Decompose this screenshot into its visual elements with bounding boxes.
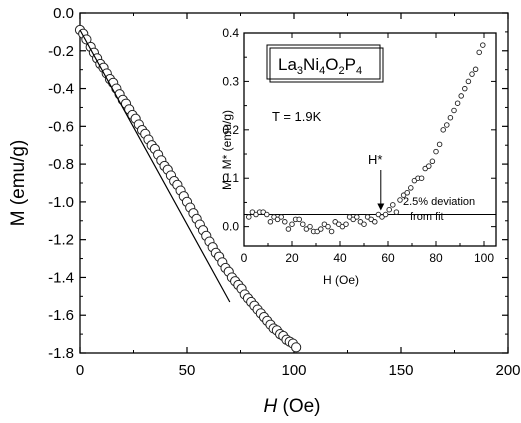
inset-data-point (278, 214, 284, 220)
inset-data-point (472, 66, 479, 73)
inset-plot-frame (243, 32, 497, 247)
main-data-points (74, 24, 302, 353)
inset-x-tick-label: 100 (474, 251, 494, 265)
main-x-tick-label: 0 (76, 362, 84, 379)
inset-x-tick-label: 60 (381, 251, 395, 265)
inset-data-point (444, 122, 450, 128)
inset-y-tick-label: 0.3 (222, 74, 239, 88)
inset-data-point (451, 107, 457, 114)
main-x-tick-label: 100 (281, 362, 306, 379)
inset-data-point (426, 163, 432, 169)
main-y-tick-label: -1.0 (48, 194, 74, 211)
inset-data-point (408, 185, 414, 191)
inset-data-point (393, 209, 400, 215)
inset-data-point (318, 226, 324, 232)
inset-data-point (354, 214, 360, 220)
inset-data-point (285, 226, 292, 232)
inset-y-axis-label: M - M* (emu/g) (220, 110, 234, 190)
main-data-point (291, 342, 302, 353)
inset-data-point (480, 42, 486, 48)
inset-data-point (469, 71, 475, 77)
inset-y-tick-label: 0.2 (222, 123, 239, 137)
inset-data-point (436, 141, 443, 148)
inset-data-point (282, 219, 288, 225)
inset-y-tick-label: 0.4 (222, 26, 239, 40)
inset-data-point (433, 148, 439, 155)
inset-y-tick-label: 0.1 (222, 171, 239, 185)
main-y-tick-label: -0.8 (48, 156, 74, 173)
inset-data-point (404, 189, 410, 196)
inset-data-point (246, 214, 252, 220)
main-y-tick-label: -0.4 (48, 81, 74, 98)
inset-data-point (307, 223, 313, 230)
inset-data-point (296, 216, 302, 223)
main-x-tick-label: 150 (388, 362, 413, 379)
inset-data-point (440, 127, 446, 133)
main-y-tick-label: -1.4 (48, 269, 74, 286)
main-y-tick-label: -0.2 (48, 43, 74, 60)
compound-label-shadow (269, 47, 384, 83)
inset-data-point (397, 197, 403, 203)
inset-data-point (418, 175, 425, 181)
compound-label-box (266, 44, 381, 80)
main-y-tick-label: -0.6 (48, 118, 74, 135)
inset-data-point (458, 93, 464, 99)
main-y-tick-label: -1.6 (48, 307, 74, 324)
inset-x-tick-label: 0 (241, 251, 248, 265)
main-x-tick-label: 200 (495, 362, 520, 379)
inset-data-point (465, 78, 472, 85)
inset-data-point (454, 100, 461, 106)
inset-ticks: 0 20 40 60 80 100 0.0 0.1 0.2 0.3 0.4 (222, 26, 496, 265)
hstar-label: H* (368, 152, 382, 167)
temperature-label: T = 1.9K (272, 109, 322, 124)
main-x-axis-label: H (Oe) (263, 396, 320, 417)
inset-data-point (267, 219, 274, 225)
main-x-tick-label: 50 (179, 362, 196, 379)
main-x-axis-label-var: H (263, 396, 277, 417)
main-fit-line-segment (79, 29, 231, 303)
inset-data-point (289, 221, 295, 227)
inset-data-point (264, 211, 270, 218)
hstar-arrow-head (377, 203, 385, 211)
inset-x-tick-label: 80 (429, 251, 443, 265)
inset-data-point (325, 223, 331, 230)
inset-data-point (328, 228, 335, 235)
inset-data-point (476, 49, 482, 56)
deviation-label-line1: 2.5% deviation (403, 196, 475, 208)
inset-data-point (390, 202, 396, 208)
main-ticks: 0 50 100 150 2000.0-0.2-0.4-0.6-0.8-1.0-1.2-… (48, 5, 520, 379)
main-y-tick-label: 0.0 (53, 5, 74, 22)
main-y-tick-label: -1.2 (48, 232, 74, 249)
inset-x-tick-label: 20 (285, 251, 299, 265)
inset-data-point (447, 114, 454, 121)
inset-data-point (386, 206, 392, 213)
inset-data-point (382, 211, 389, 218)
inset-x-tick-label: 40 (333, 251, 347, 265)
inset-data-point (300, 221, 306, 227)
main-fit-line (79, 29, 231, 303)
main-y-axis-label: M (emu/g) (8, 140, 29, 227)
inset-y-tick-label: 0.0 (222, 220, 239, 234)
hstar-arrow (377, 170, 385, 211)
compound-formula: La3Ni4O2P4 (278, 55, 362, 77)
inset-data-point (343, 221, 349, 227)
inset-data-point (361, 221, 367, 227)
inset-data-point (429, 158, 436, 165)
inset-data-point (372, 219, 378, 225)
main-y-tick-label: -1.8 (48, 345, 74, 362)
inset-data-points (246, 42, 486, 235)
inset-data-point (462, 85, 468, 92)
inset-x-axis-label: H (Oe) (323, 273, 359, 287)
main-x-axis-label-unit: (Oe) (283, 396, 321, 417)
deviation-label-line2: from fit (410, 211, 444, 223)
